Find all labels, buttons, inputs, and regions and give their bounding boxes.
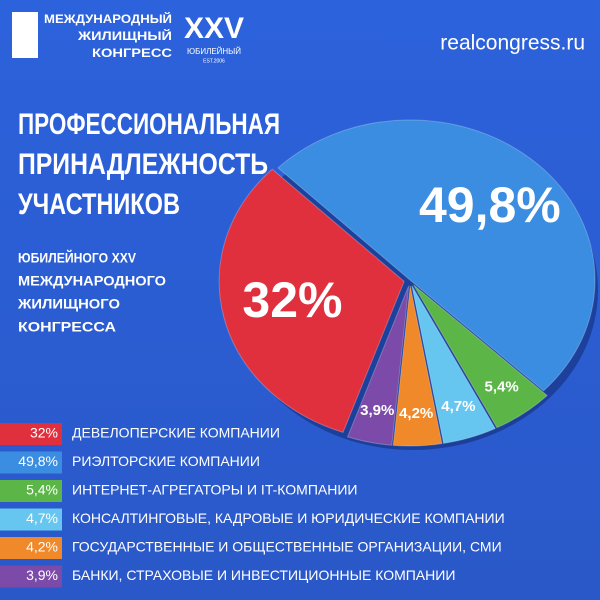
pie-slice bbox=[392, 285, 443, 447]
legend-swatch bbox=[0, 451, 62, 474]
title-line: ПРОФЕССИОНАЛЬНАЯ bbox=[18, 108, 280, 141]
subtitle-line: ЮБИЛЕЙНОГО XXV bbox=[18, 249, 137, 266]
site: realcongress.ru bbox=[440, 32, 585, 55]
legend-swatch bbox=[0, 423, 62, 445]
legend-swatch bbox=[0, 565, 62, 588]
legend-swatch bbox=[0, 537, 62, 559]
legend-value: 4,7% bbox=[26, 510, 58, 526]
logo-text: ЖИЛИЩНЫЙ bbox=[77, 28, 172, 43]
legend-swatch bbox=[0, 480, 62, 502]
pie-chart: 32% 49,8% 5,4% 4,7% 4,2% 3,9% bbox=[218, 119, 598, 450]
legend-label: ДЕВЕЛОПЕРСКИЕ КОМПАНИИ bbox=[72, 425, 280, 441]
subtitle-line: МЕЖДУНАРОДНОГО bbox=[18, 273, 166, 289]
slice-label: 3,9% bbox=[360, 402, 394, 419]
legend-label: ГОСУДАРСТВЕННЫЕ И ОБЩЕСТВЕННЫЕ ОРГАНИЗАЦ… bbox=[72, 539, 502, 555]
slice-label: 4,2% bbox=[399, 405, 433, 422]
logo-text: МЕЖДУНАРОДНЫЙ bbox=[44, 11, 172, 26]
subtitle-line: КОНГРЕССА bbox=[18, 319, 116, 335]
slice-label: 4,7% bbox=[441, 398, 475, 415]
pie-slice bbox=[218, 168, 405, 433]
legend-label: РИЭЛТОРСКИЕ КОМПАНИИ bbox=[72, 453, 260, 469]
slice-label: 49,8% bbox=[419, 177, 561, 233]
pie-slice bbox=[413, 284, 548, 429]
logo-mark bbox=[12, 12, 38, 58]
pie-slice bbox=[277, 119, 596, 392]
pie-slice bbox=[346, 285, 410, 446]
legend-label: КОНСАЛТИНГОВЫЕ, КАДРОВЫЕ И ЮРИДИЧЕСКИЕ К… bbox=[72, 510, 505, 526]
badge: XXV bbox=[184, 12, 244, 45]
legend-swatch bbox=[0, 508, 62, 531]
legend-value: 5,4% bbox=[26, 482, 58, 498]
pie-slice bbox=[411, 285, 496, 444]
est: EST.2006 bbox=[203, 58, 225, 64]
legend-label: БАНКИ, СТРАХОВЫЕ И ИНВЕСТИЦИОННЫЕ КОМПАН… bbox=[72, 567, 455, 583]
slice-label: 32% bbox=[242, 272, 342, 328]
legend-value: 3,9% bbox=[26, 567, 58, 583]
logo-text: КОНГРЕСС bbox=[92, 46, 172, 60]
title-line: УЧАСТНИКОВ bbox=[18, 188, 180, 221]
slice-label: 5,4% bbox=[485, 379, 519, 396]
badge-sub: ЮБИЛЕЙНЫЙ bbox=[187, 47, 241, 56]
title-line: ПРИНАДЛЕЖНОСТЬ bbox=[18, 148, 268, 181]
legend-label: ИНТЕРНЕТ-АГРЕГАТОРЫ И IT-КОМПАНИИ bbox=[72, 482, 357, 498]
subtitle-line: ЖИЛИЩНОГО bbox=[17, 296, 120, 312]
legend-value: 32% bbox=[30, 425, 58, 441]
legend-value: 4,2% bbox=[26, 539, 58, 555]
legend-value: 49,8% bbox=[18, 453, 58, 469]
